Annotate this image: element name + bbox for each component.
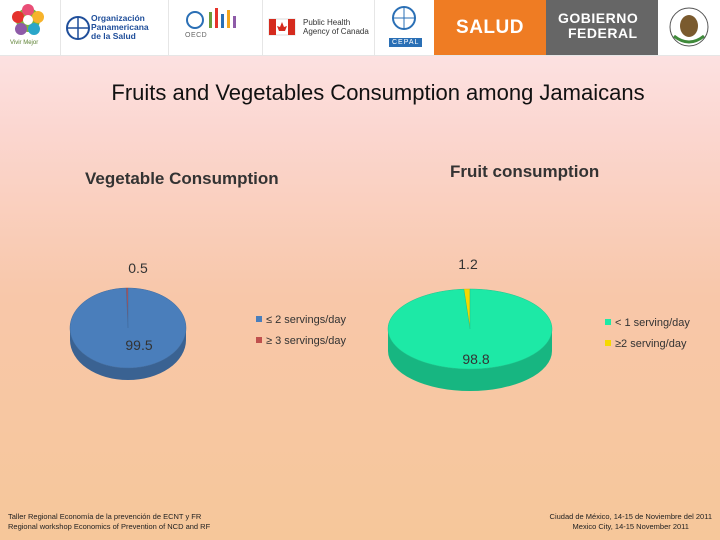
- data-label: 98.8: [462, 351, 489, 367]
- vivir-mejor-label: Vivir Mejor: [10, 40, 39, 46]
- vivir-mejor-logo: Vivir Mejor: [0, 0, 55, 55]
- salud-label: SALUD: [456, 17, 524, 38]
- eagle-seal-icon: [669, 7, 709, 47]
- globe-icon: [66, 16, 90, 40]
- footer-left-line2: Regional workshop Economics of Preventio…: [8, 522, 211, 531]
- pie-slice-1: [387, 288, 553, 370]
- pie-side: [70, 328, 186, 380]
- chart-title: Fruit consumption: [450, 162, 599, 181]
- mexico-seal-logo: [658, 0, 720, 55]
- oecd-bars-icon: [186, 8, 236, 29]
- legend-label: ≥ 3 servings/day: [266, 335, 347, 347]
- un-cepal-logo: CEPAL: [374, 0, 433, 55]
- oecd-logo: OECD: [168, 0, 261, 55]
- ops-name: Organización Panamericana de la Salud: [91, 13, 149, 41]
- legend-swatch: [605, 319, 611, 325]
- pie-chart-fruit: Fruit consumption 98.8 1.2 < 1 serving/day ≥…: [387, 162, 690, 391]
- flower-logo-icon: [12, 4, 44, 35]
- oecd-label: OECD: [185, 32, 208, 39]
- page-title: Fruits and Vegetables Consumption among …: [111, 80, 645, 105]
- legend-swatch: [605, 340, 611, 346]
- cepal-label: CEPAL: [389, 38, 423, 47]
- pie-side: [388, 329, 552, 391]
- legend-label: ≤ 2 servings/day: [266, 314, 347, 326]
- chart-title: Vegetable Consumption: [85, 169, 279, 188]
- gobierno-federal-name: GOBIERNO FEDERAL: [558, 10, 639, 41]
- footer-left-line1: Taller Regional Economía de la prevenció…: [8, 512, 202, 521]
- footer-left: Taller Regional Economía de la prevenció…: [8, 512, 210, 532]
- ops-logo: Organización Panamericana de la Salud: [60, 0, 167, 55]
- data-label: 1.2: [458, 256, 478, 272]
- data-label: 0.5: [128, 260, 148, 276]
- pie-slice-1: [69, 287, 187, 369]
- canada-name: Public Health Agency of Canada: [303, 18, 369, 36]
- un-emblem-icon: [392, 6, 416, 30]
- legend-swatch: [256, 316, 262, 322]
- legend-swatch: [256, 337, 262, 343]
- gobierno-federal-logo: GOBIERNO FEDERAL: [546, 0, 658, 55]
- footer-right: Ciudad de México, 14-15 de Noviembre del…: [550, 512, 712, 532]
- data-label: 99.5: [125, 337, 152, 353]
- salud-logo: SALUD: [434, 0, 546, 55]
- canada-logo: Public Health Agency of Canada: [262, 0, 373, 55]
- legend-label: < 1 serving/day: [615, 317, 690, 329]
- footer-right-line2: Mexico City, 14-15 November 2011: [572, 522, 689, 531]
- canada-flag-icon: [268, 18, 296, 36]
- logo-banner: Vivir Mejor Organización Panamericana de…: [0, 0, 720, 56]
- pie-chart-vegetable: Vegetable Consumption 99.5 0.5 ≤ 2 servings…: [69, 169, 347, 380]
- legend-label: ≥2 serving/day: [615, 338, 687, 350]
- footer-right-line1: Ciudad de México, 14-15 de Noviembre del…: [549, 512, 712, 521]
